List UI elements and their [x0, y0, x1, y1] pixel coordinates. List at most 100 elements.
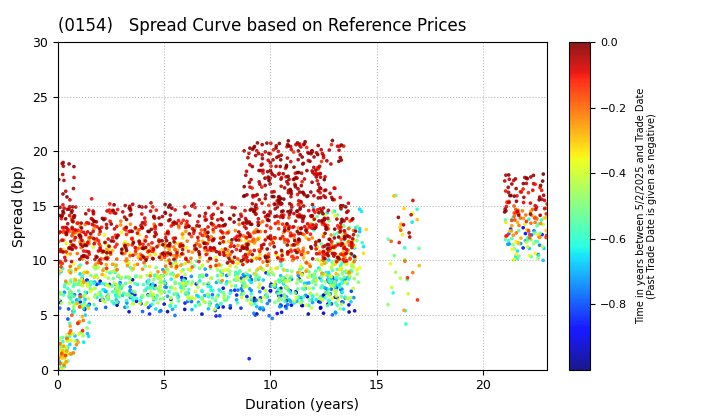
- Point: [104, 249, 116, 256]
- Point: [279, 228, 290, 234]
- Point: [81, 289, 92, 296]
- Point: [289, 232, 300, 239]
- Point: [169, 303, 181, 310]
- Point: [323, 252, 334, 259]
- Point: [257, 304, 269, 311]
- Point: [277, 207, 289, 214]
- Point: [230, 277, 242, 284]
- Point: [402, 274, 413, 281]
- Point: [505, 192, 517, 199]
- Point: [132, 230, 143, 236]
- Point: [116, 246, 127, 252]
- Point: [330, 286, 342, 292]
- Point: [205, 287, 217, 294]
- Point: [231, 292, 243, 299]
- Point: [127, 241, 138, 248]
- Point: [252, 139, 264, 146]
- Point: [60, 351, 71, 357]
- Point: [217, 272, 228, 278]
- Point: [105, 251, 117, 257]
- Point: [70, 268, 81, 275]
- Point: [79, 291, 91, 298]
- Point: [537, 178, 549, 184]
- Point: [541, 232, 552, 239]
- Point: [350, 224, 361, 231]
- Point: [347, 236, 359, 242]
- Point: [189, 227, 200, 234]
- Point: [300, 234, 312, 241]
- Point: [125, 221, 136, 228]
- Point: [87, 244, 99, 251]
- Point: [276, 275, 288, 281]
- Point: [68, 293, 80, 299]
- Point: [510, 230, 522, 236]
- Point: [83, 220, 94, 227]
- Point: [321, 246, 333, 253]
- Point: [323, 207, 334, 214]
- Point: [273, 197, 284, 204]
- Point: [140, 287, 151, 294]
- Point: [197, 262, 208, 269]
- Point: [325, 245, 336, 252]
- Point: [278, 274, 289, 281]
- Point: [295, 299, 307, 306]
- Point: [266, 237, 278, 244]
- Point: [337, 270, 348, 277]
- Point: [216, 247, 228, 253]
- Point: [353, 279, 364, 286]
- Point: [512, 208, 523, 215]
- Point: [324, 300, 336, 307]
- Point: [297, 271, 308, 278]
- Point: [148, 213, 160, 220]
- Point: [327, 274, 338, 281]
- Point: [281, 221, 292, 228]
- Point: [286, 253, 297, 260]
- Point: [240, 215, 251, 222]
- Point: [65, 296, 76, 302]
- Point: [75, 293, 86, 300]
- Point: [91, 281, 102, 288]
- Point: [271, 310, 283, 317]
- Point: [89, 279, 100, 286]
- Point: [310, 246, 322, 252]
- Point: [75, 278, 86, 285]
- Point: [167, 220, 179, 226]
- Point: [160, 263, 171, 270]
- Point: [230, 272, 241, 279]
- Point: [275, 259, 287, 265]
- Point: [260, 228, 271, 235]
- Point: [526, 236, 537, 243]
- Point: [285, 248, 297, 255]
- Point: [176, 220, 187, 226]
- Point: [170, 258, 181, 265]
- Point: [512, 219, 523, 226]
- Point: [101, 221, 112, 228]
- Point: [251, 272, 263, 278]
- Point: [82, 302, 94, 309]
- Point: [68, 214, 80, 221]
- Point: [513, 212, 524, 219]
- Point: [96, 224, 107, 231]
- Point: [163, 204, 174, 210]
- Point: [164, 216, 176, 223]
- Point: [63, 160, 75, 167]
- Point: [141, 278, 153, 285]
- Point: [210, 262, 222, 269]
- Point: [70, 266, 81, 273]
- Point: [81, 248, 92, 255]
- Point: [120, 274, 132, 281]
- Point: [253, 228, 264, 235]
- Point: [265, 224, 276, 231]
- Point: [83, 279, 94, 286]
- Point: [129, 280, 140, 287]
- Point: [316, 210, 328, 217]
- Point: [179, 286, 190, 292]
- Point: [399, 258, 410, 265]
- Point: [297, 265, 308, 271]
- Point: [56, 360, 68, 367]
- Point: [108, 202, 120, 208]
- Point: [93, 259, 104, 266]
- Point: [346, 244, 358, 251]
- Point: [56, 160, 68, 167]
- Point: [115, 275, 127, 281]
